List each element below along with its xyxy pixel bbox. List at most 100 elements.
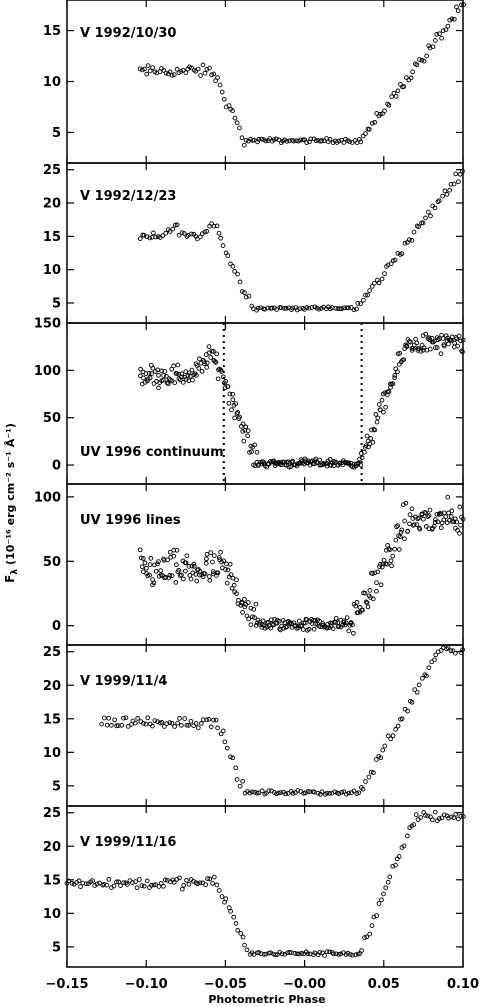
data-point <box>313 621 318 627</box>
data-point <box>114 879 119 885</box>
data-point <box>202 361 207 367</box>
data-point <box>394 524 399 530</box>
data-point <box>76 878 82 884</box>
data-point <box>441 343 447 349</box>
data-point <box>362 935 367 940</box>
data-point <box>174 222 180 228</box>
data-point <box>246 293 252 299</box>
data-point <box>414 62 420 68</box>
data-point <box>281 460 287 465</box>
y-tick-label: 15 <box>43 24 61 39</box>
data-point <box>460 337 466 343</box>
data-point <box>144 71 150 77</box>
data-point <box>230 755 236 761</box>
y-tick-label: 5 <box>52 779 61 794</box>
data-point <box>439 35 444 41</box>
data-point <box>345 950 351 956</box>
panel-frame <box>66 805 464 968</box>
data-point <box>346 305 351 311</box>
data-point <box>411 229 417 235</box>
data-point <box>225 567 231 573</box>
data-point <box>138 373 143 379</box>
data-point <box>461 814 466 819</box>
data-point <box>256 136 262 142</box>
data-point <box>451 16 457 22</box>
data-point <box>372 120 378 125</box>
x-axis-title: Photometric Phase <box>208 993 325 1006</box>
data-point <box>408 339 413 345</box>
data-points <box>137 494 466 636</box>
y-tick-label: 25 <box>43 645 61 660</box>
data-point <box>234 577 239 583</box>
data-point <box>396 547 402 552</box>
data-point <box>402 240 408 246</box>
data-point <box>237 125 242 131</box>
data-point <box>156 372 161 378</box>
panel-4: 0 50 100 UV 1996 lines <box>34 483 466 646</box>
data-point <box>376 402 382 407</box>
data-point <box>387 874 393 880</box>
data-point <box>430 339 436 345</box>
data-point <box>364 433 370 439</box>
data-point <box>243 294 249 300</box>
data-point <box>94 881 100 887</box>
y-tick-label: 0 <box>52 459 61 474</box>
data-point <box>454 519 460 525</box>
data-point <box>162 724 167 729</box>
y-tick-label: 100 <box>34 364 61 379</box>
data-point <box>305 789 311 794</box>
data-point <box>336 951 342 957</box>
data-point <box>167 229 173 234</box>
data-point <box>350 952 355 958</box>
x-tick-label: −0.05 <box>204 977 247 992</box>
data-point <box>179 572 184 578</box>
data-point <box>175 362 181 368</box>
data-point <box>153 882 159 887</box>
data-point <box>221 96 227 102</box>
data-point <box>279 951 285 957</box>
data-point <box>195 725 201 731</box>
data-point <box>271 137 277 142</box>
data-point <box>160 233 166 238</box>
data-point <box>360 133 366 139</box>
data-point <box>402 536 407 542</box>
data-point <box>375 415 381 421</box>
data-point <box>184 553 190 559</box>
data-point <box>252 615 257 620</box>
data-point <box>433 345 438 350</box>
data-point <box>179 886 185 892</box>
data-point <box>143 371 149 376</box>
data-point <box>210 559 215 565</box>
data-point <box>112 717 117 723</box>
data-point <box>399 527 405 533</box>
data-point <box>188 718 194 724</box>
data-point <box>370 440 376 445</box>
data-point <box>177 716 182 721</box>
data-point <box>317 457 323 463</box>
panel-label: UV 1996 continuum <box>80 445 224 460</box>
data-point <box>214 351 220 357</box>
data-point <box>101 715 107 721</box>
data-point <box>144 565 149 571</box>
data-point <box>291 138 296 144</box>
data-point <box>402 518 408 524</box>
data-point <box>215 376 221 382</box>
data-point <box>176 371 181 377</box>
data-point <box>390 863 396 869</box>
data-point <box>246 616 252 622</box>
data-point <box>163 574 169 580</box>
data-point <box>183 560 189 566</box>
data-point <box>388 736 393 742</box>
data-point <box>162 877 168 883</box>
data-point <box>411 342 417 348</box>
data-point <box>274 307 279 312</box>
data-point <box>78 884 83 889</box>
data-point <box>327 791 332 796</box>
data-point <box>211 874 217 880</box>
data-point <box>375 569 381 575</box>
data-point <box>158 568 164 573</box>
data-point <box>166 376 172 382</box>
data-point <box>368 436 374 441</box>
data-point <box>147 572 152 578</box>
data-point <box>181 882 187 888</box>
